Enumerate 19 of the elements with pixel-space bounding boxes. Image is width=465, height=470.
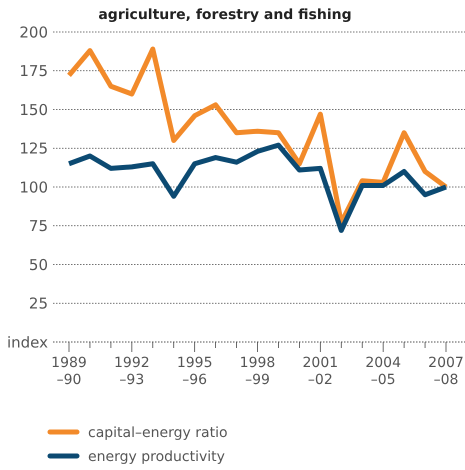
legend-label: energy productivity: [88, 448, 225, 465]
y-tick-label: 150: [19, 100, 48, 119]
chart-title: agriculture, forestry and fishing: [98, 7, 352, 23]
y-tick-label: 50: [28, 256, 48, 274]
y-tick-label: 200: [19, 23, 48, 42]
y-tick-label: 100: [19, 178, 48, 196]
x-tick-label: 2007 –08: [428, 355, 464, 388]
x-tick-label: 1995 –96: [176, 355, 212, 388]
legend-label: capital–energy ratio: [88, 424, 228, 441]
x-tick-label: 1998 –99: [240, 355, 276, 388]
x-tick-label: 1989 –90: [51, 355, 87, 388]
x-tick-label: 1992 –93: [114, 355, 150, 388]
y-tick-label: index: [6, 333, 48, 352]
x-tick-label: 2004 –05: [365, 355, 402, 388]
y-tick-label: 75: [28, 217, 48, 235]
x-tick-label: 2001 –02: [302, 355, 338, 388]
y-tick-label: 25: [28, 294, 48, 312]
y-tick-label: 125: [19, 140, 48, 158]
y-tick-label: 175: [19, 62, 48, 80]
